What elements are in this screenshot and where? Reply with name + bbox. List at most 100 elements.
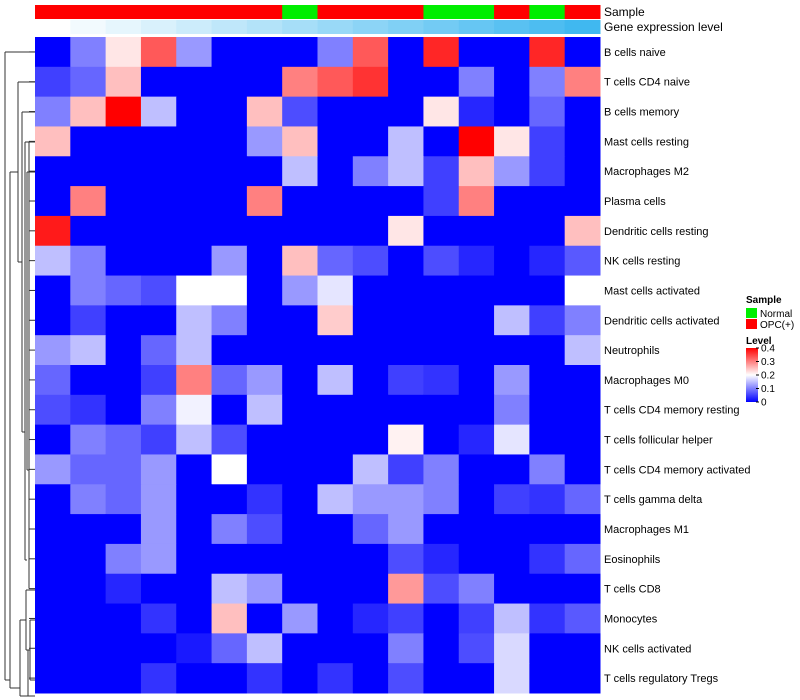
heatmap-cell bbox=[423, 126, 460, 157]
heatmap-cell bbox=[423, 633, 460, 664]
sample-annotation-cell bbox=[423, 5, 460, 19]
heatmap-cell bbox=[458, 215, 495, 247]
heatmap-cell bbox=[282, 424, 318, 455]
heatmap-cell bbox=[458, 126, 495, 157]
heatmap-cell bbox=[140, 66, 177, 98]
heatmap-cell bbox=[211, 603, 248, 634]
row-label: Macrophages M0 bbox=[604, 375, 689, 387]
heatmap-cell bbox=[35, 37, 71, 68]
heatmap-cell bbox=[352, 394, 389, 426]
heatmap-cell bbox=[70, 66, 107, 98]
heatmap-cell bbox=[246, 454, 283, 485]
heatmap-cell bbox=[458, 37, 495, 68]
heatmap-cell bbox=[105, 37, 142, 68]
heatmap-cell bbox=[105, 663, 142, 694]
heatmap-cell bbox=[211, 543, 248, 575]
heatmap-cell bbox=[140, 215, 177, 247]
heatmap-cell bbox=[458, 186, 495, 217]
sample-annotation-cell bbox=[494, 5, 530, 19]
heatmap-cell bbox=[246, 663, 283, 694]
legend-swatch-opc bbox=[746, 319, 757, 329]
expression-annotation-cell bbox=[140, 20, 177, 34]
heatmap-cell bbox=[494, 394, 530, 426]
heatmap-cell bbox=[246, 126, 283, 157]
heatmap-cell bbox=[70, 186, 107, 217]
heatmap-cell bbox=[246, 573, 283, 605]
heatmap-cell bbox=[494, 275, 530, 306]
heatmap-cell bbox=[211, 245, 248, 277]
heatmap-cell bbox=[35, 186, 71, 217]
heatmap-cell bbox=[70, 663, 107, 694]
heatmap-cell bbox=[317, 37, 354, 68]
heatmap-cell bbox=[246, 603, 283, 634]
expression-annotation-cell bbox=[176, 20, 213, 34]
heatmap-cell bbox=[176, 275, 213, 306]
heatmap-cell bbox=[458, 663, 495, 694]
heatmap-cell bbox=[317, 633, 354, 664]
heatmap-cell bbox=[70, 573, 107, 605]
heatmap-cell bbox=[388, 394, 424, 426]
heatmap-cell bbox=[35, 275, 71, 306]
heatmap-cell bbox=[35, 245, 71, 277]
heatmap-cell bbox=[564, 215, 601, 247]
heatmap-cell bbox=[564, 514, 601, 545]
heatmap-cell bbox=[564, 663, 601, 694]
heatmap-cell bbox=[494, 245, 530, 277]
heatmap-cell bbox=[140, 543, 177, 575]
heatmap-cell bbox=[70, 543, 107, 575]
heatmap-cell bbox=[352, 96, 389, 127]
heatmap-cell bbox=[70, 603, 107, 634]
sample-annotation-cell bbox=[246, 5, 283, 19]
column-annotations bbox=[35, 5, 601, 34]
heatmap-cell bbox=[494, 514, 530, 545]
heatmap-cell bbox=[458, 245, 495, 277]
heatmap-cell bbox=[529, 633, 566, 664]
heatmap-cell bbox=[423, 573, 460, 605]
heatmap-cell bbox=[352, 245, 389, 277]
heatmap-cell bbox=[35, 543, 71, 575]
heatmap-cell bbox=[458, 514, 495, 545]
heatmap-cell bbox=[246, 424, 283, 455]
heatmap-cell bbox=[246, 156, 283, 187]
heatmap-cell bbox=[105, 66, 142, 98]
heatmap-cell bbox=[352, 633, 389, 664]
heatmap-cell bbox=[70, 156, 107, 187]
heatmap-cell bbox=[494, 365, 530, 396]
heatmap-cell bbox=[140, 186, 177, 217]
legend-tick-label: 0.2 bbox=[761, 371, 775, 382]
heatmap-cell bbox=[211, 454, 248, 485]
heatmap-cell bbox=[35, 305, 71, 336]
heatmap-cell bbox=[140, 275, 177, 306]
heatmap-cell bbox=[211, 96, 248, 127]
expression-annotation-cell bbox=[70, 20, 107, 34]
heatmap-cell bbox=[423, 305, 460, 336]
heatmap-cell bbox=[494, 663, 530, 694]
heatmap-cell bbox=[176, 543, 213, 575]
heatmap-cell bbox=[529, 424, 566, 455]
heatmap-cell bbox=[211, 424, 248, 455]
heatmap-cell bbox=[494, 484, 530, 515]
heatmap-cell bbox=[529, 394, 566, 426]
heatmap-cell bbox=[140, 335, 177, 366]
sample-annotation-cell bbox=[35, 5, 71, 19]
heatmap-cell bbox=[105, 275, 142, 306]
heatmap-cell bbox=[176, 245, 213, 277]
heatmap-cell bbox=[282, 454, 318, 485]
row-label: Macrophages M2 bbox=[604, 166, 689, 178]
heatmap-cell bbox=[352, 37, 389, 68]
heatmap-cell bbox=[494, 126, 530, 157]
heatmap-cell bbox=[388, 663, 424, 694]
heatmap-cell bbox=[352, 305, 389, 336]
row-label: Monocytes bbox=[604, 613, 658, 625]
heatmap-cell bbox=[140, 514, 177, 545]
heatmap-cell bbox=[140, 603, 177, 634]
heatmap-cell bbox=[564, 186, 601, 217]
legend-level-colorbar bbox=[746, 348, 758, 402]
heatmap-cell bbox=[352, 514, 389, 545]
heatmap-cell bbox=[140, 573, 177, 605]
heatmap-cell bbox=[176, 484, 213, 515]
row-label: T cells CD4 memory activated bbox=[604, 464, 751, 476]
heatmap-cell bbox=[352, 543, 389, 575]
heatmap-cell bbox=[211, 394, 248, 426]
